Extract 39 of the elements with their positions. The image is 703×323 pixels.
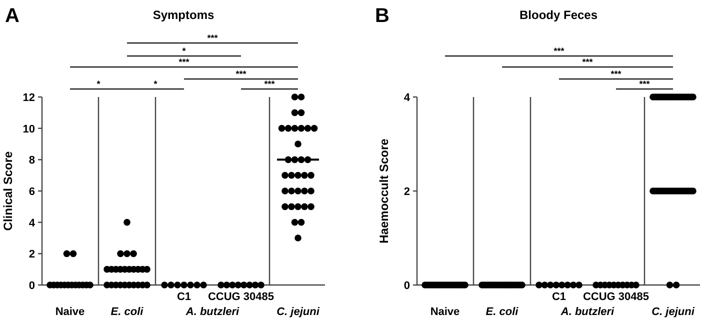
x-tick-label: CCUG 30485 [208,291,274,303]
x-tick-label: C. jejuni [652,306,696,318]
x-tick-label: C. jejuni [276,306,320,318]
y-axis-title: Clinical Score [1,150,15,231]
text: A [5,5,20,27]
y-tick-label: 10 [22,123,35,136]
text: *** [554,46,565,56]
text: * [154,79,158,89]
y-tick-label: 8 [28,154,35,167]
x-tick-label: C1 [176,291,192,303]
text: *** [207,33,218,43]
text: B [375,5,390,27]
y-axis-title: Haemoccult Score [377,138,391,244]
y-tick-label: 0 [28,280,35,292]
y-tick-label: 6 [28,186,35,198]
text: * [96,79,101,89]
text: *** [264,79,276,89]
text: *** [236,69,247,79]
text: * [182,46,186,56]
x-tick-label: Naive [430,306,460,318]
y-tick-label: 2 [404,186,410,198]
x-tick-label: Naive [55,306,85,318]
chart-title: Bloody Feces [519,8,598,22]
y-tick-label: 2 [28,248,35,261]
text: *** [639,79,650,89]
x-tick-label: CCUG 30485 [582,291,650,303]
text: *** [178,57,190,67]
y-tick-label: 0 [404,280,410,292]
text: A. butzleri [184,306,240,318]
y-tick-label: 4 [28,217,36,230]
chart-title: Symptoms [152,8,214,22]
x-tick-label: C1 [552,291,566,303]
x-tick-label: E. coli [486,306,520,318]
text: A. butzleri [560,306,616,318]
text: *** [582,57,594,67]
text: *** [610,69,622,79]
x-tick-label: E. coli [110,306,144,318]
y-tick-label: 12 [22,92,35,104]
y-tick-label: 4 [404,92,411,104]
